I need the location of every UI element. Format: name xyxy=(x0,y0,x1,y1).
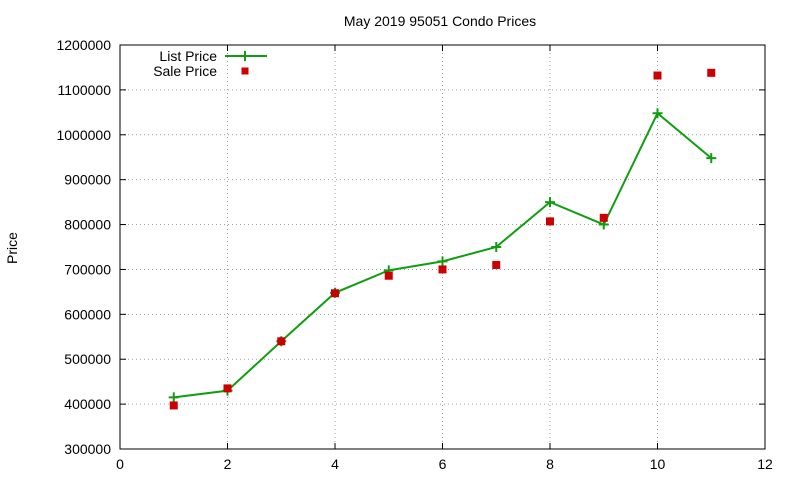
y-tick-label: 500000 xyxy=(64,351,111,367)
y-tick-label: 1000000 xyxy=(56,127,111,143)
sale-price-point xyxy=(653,71,662,80)
y-tick-label: 300000 xyxy=(64,441,111,457)
chart-title: May 2019 95051 Condo Prices xyxy=(344,13,536,29)
list-price-line xyxy=(173,111,712,399)
y-tick-label: 1100000 xyxy=(58,82,112,98)
x-tick-label: 4 xyxy=(331,456,339,472)
y-axis-label: Price xyxy=(4,232,20,264)
y-tick-label: 800000 xyxy=(64,217,111,233)
grid xyxy=(120,45,765,449)
legend-marker-sale-price xyxy=(241,67,249,75)
y-tick-label: 900000 xyxy=(64,172,111,188)
y-tick-labels: 300000 400000 500000 600000 700000 800000 9000… xyxy=(56,37,111,457)
legend-label-list-price: List Price xyxy=(159,48,217,64)
sale-price-point xyxy=(546,217,554,226)
legend: List Price Sale Price xyxy=(153,48,267,79)
x-tick-label: 0 xyxy=(116,456,124,472)
y-tick-label: 1200000 xyxy=(56,37,111,53)
list-price-point xyxy=(545,197,555,208)
x-tick-label: 8 xyxy=(546,456,554,472)
sale-price-point xyxy=(599,213,608,222)
y-tick-label: 700000 xyxy=(64,261,111,277)
sale-price-point xyxy=(707,68,716,77)
axis-ticks xyxy=(119,44,766,450)
list-price-point xyxy=(491,242,502,252)
sale-price-point xyxy=(384,271,393,280)
sale-price-point xyxy=(331,289,339,298)
y-tick-label: 600000 xyxy=(64,306,111,322)
x-tick-label: 10 xyxy=(650,456,666,472)
sale-price-point xyxy=(438,265,447,274)
list-price-point xyxy=(168,392,179,403)
series xyxy=(168,68,717,410)
legend-marker-list-price xyxy=(240,51,250,61)
legend-label-sale-price: Sale Price xyxy=(153,63,217,79)
x-tick-label: 12 xyxy=(757,456,773,472)
y-tick-label: 400000 xyxy=(64,396,111,412)
x-tick-labels: 0 2 4 6 8 10 12 xyxy=(116,456,773,472)
list-price-point xyxy=(706,153,717,164)
list-price-point xyxy=(437,256,448,267)
sale-price-point xyxy=(492,260,501,269)
x-tick-label: 6 xyxy=(439,456,447,472)
sale-price-point xyxy=(277,337,286,346)
list-price-point xyxy=(652,108,663,119)
x-tick-label: 2 xyxy=(224,456,232,472)
sale-price-point xyxy=(169,401,178,410)
sale-price-point xyxy=(223,384,232,393)
